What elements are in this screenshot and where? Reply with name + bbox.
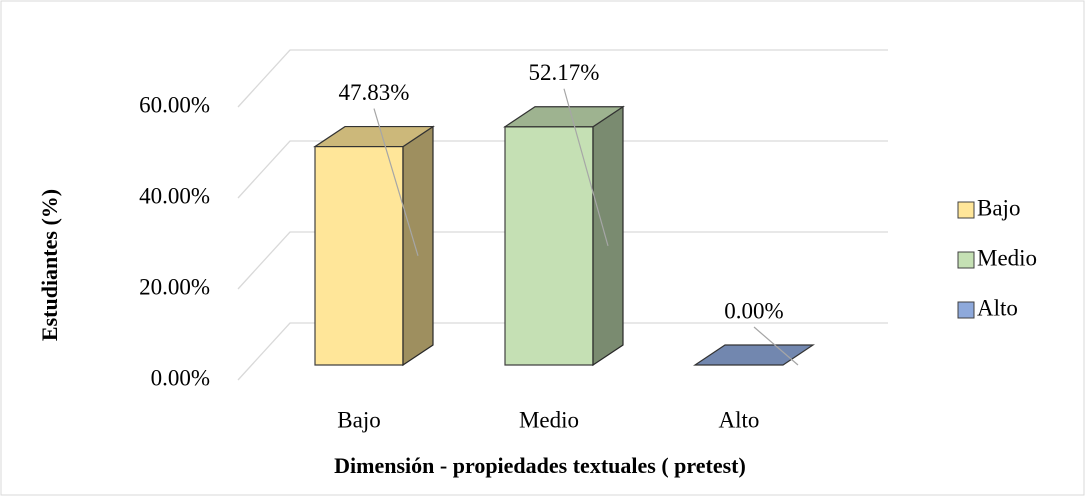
grid-line <box>237 322 888 381</box>
leader-line <box>563 88 609 247</box>
bar-face <box>592 105 624 367</box>
value-label: 52.17% <box>529 60 600 85</box>
y-tick-label: 0.00% <box>151 365 210 390</box>
y-tick-label: 60.00% <box>139 92 210 117</box>
legend-swatch <box>957 201 975 219</box>
x-axis-title: Dimensión - propiedades textuales ( pret… <box>334 453 746 478</box>
bar-face <box>313 125 435 148</box>
legend-swatch <box>957 301 975 319</box>
bar-face <box>504 126 594 366</box>
x-tick-label: Medio <box>519 407 579 432</box>
legend-label: Alto <box>977 295 1018 320</box>
legend-label: Medio <box>977 245 1037 270</box>
leader-line <box>373 108 419 256</box>
y-axis-title: Estudiantes (%) <box>37 189 62 341</box>
value-label: 0.00% <box>724 298 783 323</box>
x-tick-label: Bajo <box>337 407 380 432</box>
y-tick-label: 20.00% <box>139 274 210 299</box>
grid-line <box>237 231 888 290</box>
legend-swatch <box>957 251 975 269</box>
bar <box>503 105 625 367</box>
legend-label: Bajo <box>977 195 1020 220</box>
y-tick-label: 40.00% <box>139 183 210 208</box>
bar-face <box>503 106 625 128</box>
bar <box>693 344 815 366</box>
bar-face <box>314 145 404 366</box>
bar-face <box>402 125 434 367</box>
leader-line <box>753 326 799 366</box>
bar <box>313 125 435 367</box>
x-tick-label: Alto <box>719 407 760 432</box>
grid-line <box>237 49 888 108</box>
value-label: 47.83% <box>339 80 410 105</box>
bar-face <box>693 344 815 366</box>
grid-line <box>237 140 888 199</box>
